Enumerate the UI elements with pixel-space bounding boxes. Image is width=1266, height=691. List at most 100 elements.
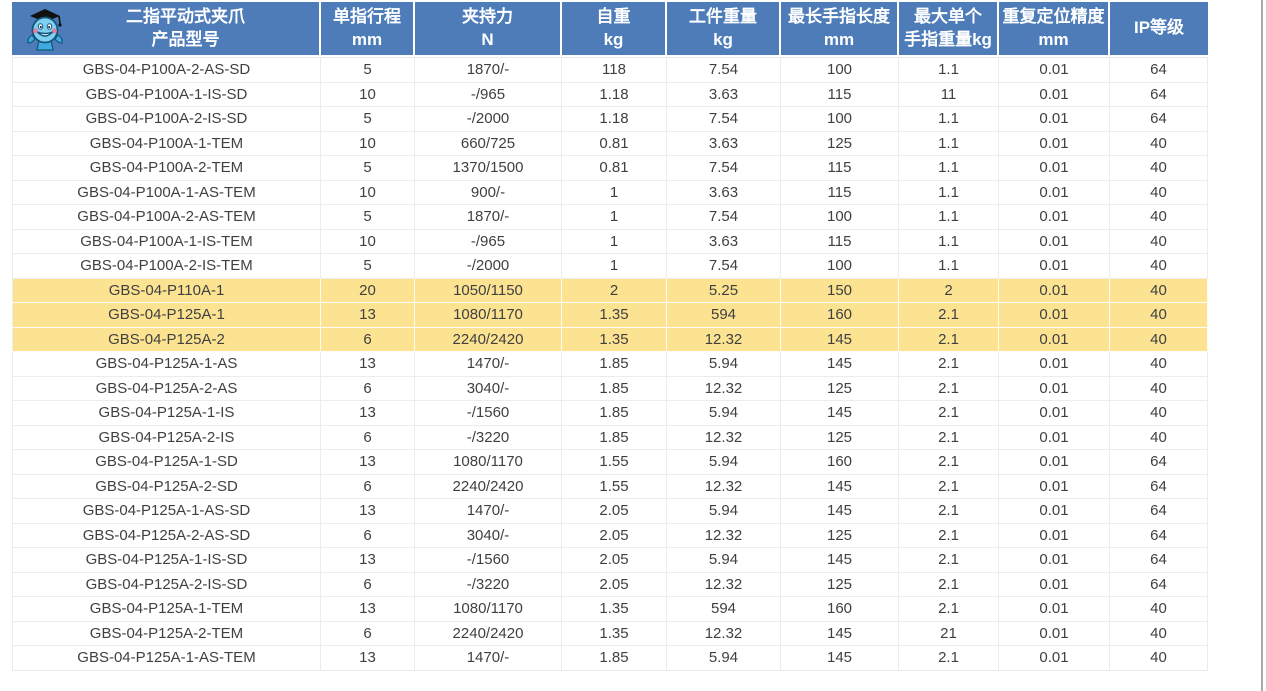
table-row[interactable]: GBS-04-P125A-1-IS-SD 13 -/1560 2.05 5.94 145 2… [12,548,1208,573]
table-row[interactable]: GBS-04-P110A-1 20 1050/1150 2 5.25 150 2 0.01 40 [12,278,1208,303]
value-cell: 12.32 [667,572,781,597]
value-cell: 5.94 [667,499,781,524]
value-cell: 2.1 [899,401,999,426]
value-cell: -/3220 [415,425,562,450]
value-cell: 5.94 [667,450,781,475]
value-cell: 5 [321,254,415,279]
value-cell: 1080/1170 [415,597,562,622]
table-row[interactable]: GBS-04-P125A-2-AS 6 3040/- 1.85 12.32 125 2.1 0… [12,376,1208,401]
model-cell: GBS-04-P100A-1-IS-SD [12,82,321,107]
header-work-weight: 工件重量 kg [667,2,781,55]
value-cell: 40 [1110,131,1208,156]
table-row[interactable]: GBS-04-P125A-1 13 1080/1170 1.35 594 160 2.1 0.… [12,303,1208,328]
model-cell: GBS-04-P125A-1-IS [12,401,321,426]
table-row[interactable]: GBS-04-P125A-1-TEM 13 1080/1170 1.35 594 160 2… [12,597,1208,622]
value-cell: 2.05 [562,523,667,548]
value-cell: 10 [321,180,415,205]
table-row[interactable]: GBS-04-P100A-1-TEM 10 660/725 0.81 3.63 125 1.… [12,131,1208,156]
header-repeat-accuracy-line1: 重复定位精度 [1002,6,1105,26]
header-model-line2: 产品型号 [151,29,220,49]
value-cell: 1.85 [562,352,667,377]
table-row[interactable]: GBS-04-P125A-1-SD 13 1080/1170 1.55 5.94 160 2… [12,450,1208,475]
table-row[interactable]: GBS-04-P100A-2-IS-SD 5 -/2000 1.18 7.54 100 1.… [12,107,1208,132]
value-cell: 594 [667,303,781,328]
value-cell: 1.55 [562,450,667,475]
value-cell: 7.54 [667,156,781,181]
table-row[interactable]: GBS-04-P125A-2-TEM 6 2240/2420 1.35 12.32 145… [12,621,1208,646]
value-cell: 40 [1110,327,1208,352]
value-cell: 0.81 [562,131,667,156]
table-row[interactable]: GBS-04-P100A-2-TEM 5 1370/1500 0.81 7.54 115 1… [12,156,1208,181]
model-cell: GBS-04-P125A-2 [12,327,321,352]
value-cell: 3.63 [667,180,781,205]
value-cell: 12.32 [667,327,781,352]
header-work-weight-line1: 工件重量 [689,6,757,26]
value-cell: 118 [562,58,667,83]
value-cell: 12.32 [667,376,781,401]
value-cell: 100 [781,107,899,132]
value-cell: 0.01 [999,548,1110,573]
value-cell: -/2000 [415,107,562,132]
header-grip-force-line2: N [481,29,494,49]
value-cell: 125 [781,425,899,450]
value-cell: 0.01 [999,58,1110,83]
model-cell: GBS-04-P100A-2-IS-SD [12,107,321,132]
table-row[interactable]: GBS-04-P100A-2-AS-TEM 5 1870/- 1 7.54 100 1.1 0… [12,205,1208,230]
value-cell: 10 [321,131,415,156]
value-cell: 64 [1110,523,1208,548]
value-cell: 160 [781,303,899,328]
table-row[interactable]: GBS-04-P125A-2 6 2240/2420 1.35 12.32 145 2.1 0… [12,327,1208,352]
table-row[interactable]: GBS-04-P125A-2-SD 6 2240/2420 1.55 12.32 145 2… [12,474,1208,499]
table-row[interactable]: GBS-04-P125A-1-AS-SD 13 1470/- 2.05 5.94 145 2… [12,499,1208,524]
table-row[interactable]: GBS-04-P100A-1-IS-TEM 10 -/965 1 3.63 115 1.1 0… [12,229,1208,254]
model-cell: GBS-04-P100A-2-AS-SD [12,58,321,83]
value-cell: 2.1 [899,327,999,352]
table-row[interactable]: GBS-04-P100A-2-IS-TEM 5 -/2000 1 7.54 100 1.1 0… [12,254,1208,279]
table-row[interactable]: GBS-04-P100A-1-IS-SD 10 -/965 1.18 3.63 115 11… [12,82,1208,107]
value-cell: 1.1 [899,254,999,279]
value-cell: 1.1 [899,107,999,132]
value-cell: 40 [1110,303,1208,328]
value-cell: 1080/1170 [415,450,562,475]
value-cell: 6 [321,621,415,646]
model-cell: GBS-04-P125A-1-TEM [12,597,321,622]
value-cell: 7.54 [667,107,781,132]
value-cell: 1.1 [899,229,999,254]
value-cell: 64 [1110,107,1208,132]
table-row[interactable]: GBS-04-P100A-2-AS-SD 5 1870/- 118 7.54 100 1.1… [12,58,1208,83]
mascot-icon [22,5,68,52]
value-cell: 6 [321,327,415,352]
value-cell: 0.01 [999,597,1110,622]
value-cell: 5 [321,107,415,132]
value-cell: 2.1 [899,450,999,475]
value-cell: 145 [781,327,899,352]
value-cell: 145 [781,499,899,524]
table-row[interactable]: GBS-04-P125A-1-AS 13 1470/- 1.85 5.94 145 2.1 0… [12,352,1208,377]
model-cell: GBS-04-P100A-2-TEM [12,156,321,181]
value-cell: 0.01 [999,401,1110,426]
value-cell: 7.54 [667,58,781,83]
value-cell: 145 [781,548,899,573]
value-cell: 2 [562,278,667,303]
value-cell: 2.1 [899,646,999,671]
value-cell: 1 [562,180,667,205]
value-cell: 40 [1110,352,1208,377]
table-row[interactable]: GBS-04-P100A-1-AS-TEM 10 900/- 1 3.63 115 1.1 0… [12,180,1208,205]
value-cell: -/1560 [415,548,562,573]
value-cell: 145 [781,621,899,646]
table-row[interactable]: GBS-04-P125A-1-AS-TEM 13 1470/- 1.85 5.94 145… [12,646,1208,671]
value-cell: 0.01 [999,205,1110,230]
value-cell: 13 [321,646,415,671]
value-cell: 0.81 [562,156,667,181]
header-work-weight-line2: kg [713,29,733,49]
value-cell: 64 [1110,450,1208,475]
table-row[interactable]: GBS-04-P125A-2-IS-SD 6 -/3220 2.05 12.32 125 2… [12,572,1208,597]
value-cell: 1370/1500 [415,156,562,181]
value-cell: 13 [321,597,415,622]
table-row[interactable]: GBS-04-P125A-2-AS-SD 6 3040/- 2.05 12.32 125 2… [12,523,1208,548]
value-cell: 1.1 [899,205,999,230]
table-row[interactable]: GBS-04-P125A-2-IS 6 -/3220 1.85 12.32 125 2.1 0… [12,425,1208,450]
table-row[interactable]: GBS-04-P125A-1-IS 13 -/1560 1.85 5.94 145 2.1 0… [12,401,1208,426]
value-cell: 64 [1110,572,1208,597]
value-cell: 40 [1110,205,1208,230]
